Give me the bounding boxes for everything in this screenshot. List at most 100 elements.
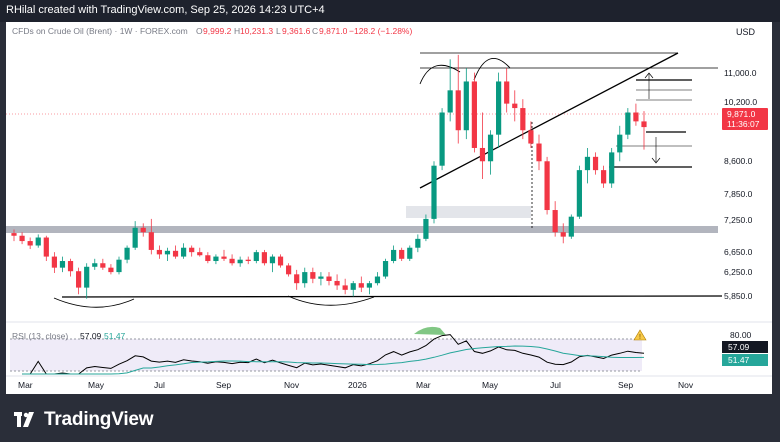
candle-body bbox=[463, 81, 469, 131]
candle-body bbox=[334, 280, 340, 286]
candle-body bbox=[140, 227, 146, 233]
candle-body bbox=[11, 233, 17, 236]
candle-body bbox=[382, 261, 389, 277]
tradingview-logo-icon bbox=[14, 412, 34, 427]
time-label: Mar bbox=[18, 380, 33, 390]
candle-body bbox=[51, 256, 57, 268]
time-label: Jul bbox=[154, 380, 165, 390]
candle-body bbox=[35, 237, 41, 246]
rsi-label: RSI (13, close) bbox=[12, 331, 68, 341]
candle-body bbox=[302, 272, 308, 284]
svg-text:!: ! bbox=[639, 334, 641, 341]
candle-body bbox=[132, 227, 138, 248]
chart-area[interactable]: ! CFDs on Crude Oil (Brent) · 1W · FOREX… bbox=[6, 22, 772, 394]
legend-h-value: 10,231.3 bbox=[240, 26, 273, 36]
price-label: 10,200.0 bbox=[724, 97, 757, 107]
time-label: Mar bbox=[416, 380, 431, 390]
legend-c-label: C bbox=[312, 26, 318, 36]
warning-icon[interactable]: ! bbox=[633, 329, 647, 341]
candle-body bbox=[100, 263, 106, 268]
legend-c-value: 9,871.0 bbox=[319, 26, 348, 36]
arc-top-2 bbox=[473, 57, 511, 81]
rsi-ma-axis: 51.47 bbox=[728, 355, 750, 365]
candle-body bbox=[237, 259, 243, 264]
candle-body bbox=[253, 252, 259, 262]
legend-l-value: 9,361.6 bbox=[282, 26, 311, 36]
candle-body bbox=[156, 249, 162, 255]
rsi-ma-badge bbox=[722, 354, 768, 366]
candle-body bbox=[172, 250, 179, 257]
brand[interactable]: TradingView bbox=[14, 409, 154, 431]
rising-trendline[interactable] bbox=[419, 52, 679, 189]
candle-body bbox=[116, 259, 122, 273]
candle-body bbox=[205, 255, 211, 262]
candle-body bbox=[358, 283, 364, 288]
up-arrow-head bbox=[644, 72, 654, 79]
rsi-value-badge bbox=[722, 341, 768, 353]
candle-body bbox=[552, 210, 558, 233]
candle-body bbox=[633, 112, 639, 122]
candle-body bbox=[641, 121, 647, 128]
price-label: 11,000.0 bbox=[724, 68, 757, 78]
gap-zone[interactable] bbox=[406, 206, 531, 218]
candle-body bbox=[326, 276, 332, 281]
candle-body bbox=[617, 134, 623, 153]
candle-body bbox=[124, 247, 130, 260]
rsi-level-label: 80.00 bbox=[730, 330, 752, 340]
brand-name: TradingView bbox=[44, 409, 154, 430]
candle-body bbox=[197, 252, 203, 256]
price-label: 8,600.0 bbox=[724, 156, 753, 166]
candle-body bbox=[415, 238, 421, 248]
time-label: May bbox=[88, 380, 105, 390]
price-label: 7,250.0 bbox=[724, 215, 753, 225]
candle-body bbox=[310, 272, 316, 279]
candle-body bbox=[189, 247, 195, 253]
candle-body bbox=[366, 283, 372, 288]
candle-body bbox=[568, 216, 574, 237]
candle-body bbox=[350, 283, 356, 290]
last-price-badge bbox=[722, 108, 768, 130]
candle-body bbox=[108, 267, 114, 273]
last-price-value: 9,871.0 bbox=[727, 109, 756, 119]
legend-change: −128.2 (−1.28%) bbox=[349, 26, 412, 36]
candle-body bbox=[431, 165, 437, 219]
candle-body bbox=[76, 271, 82, 288]
candle-body bbox=[584, 156, 591, 171]
candle-body bbox=[496, 81, 502, 135]
currency-label[interactable]: USD bbox=[736, 27, 756, 37]
candle-body bbox=[374, 276, 381, 284]
candles-group bbox=[11, 54, 647, 299]
candle-body bbox=[269, 256, 276, 264]
time-label: Nov bbox=[284, 380, 300, 390]
candle-body bbox=[471, 81, 477, 148]
arc-bottom-1 bbox=[53, 297, 135, 308]
legend-h-label: H bbox=[234, 26, 240, 36]
countdown: 11:36:07 bbox=[727, 119, 760, 129]
candle-body bbox=[439, 112, 445, 166]
rsi-ma-legend: 51.47 bbox=[104, 331, 126, 341]
candle-body bbox=[536, 143, 542, 162]
candle-body bbox=[407, 247, 413, 259]
candle-body bbox=[318, 276, 324, 279]
candle-body bbox=[528, 130, 534, 144]
rsi-band bbox=[10, 339, 642, 371]
chart-svg[interactable]: ! CFDs on Crude Oil (Brent) · 1W · FOREX… bbox=[6, 22, 772, 394]
price-label: 7,850.0 bbox=[724, 189, 753, 199]
price-label: 6,650.0 bbox=[724, 247, 753, 257]
candle-body bbox=[181, 247, 187, 257]
candle-body bbox=[391, 249, 397, 262]
price-label: 5,850.0 bbox=[724, 291, 753, 301]
time-label: Nov bbox=[678, 380, 694, 390]
rsi-value-axis: 57.09 bbox=[728, 342, 750, 352]
time-label: Sep bbox=[216, 380, 231, 390]
time-label: Jul bbox=[550, 380, 561, 390]
time-label: Sep bbox=[618, 380, 633, 390]
base-support-line[interactable] bbox=[61, 295, 723, 298]
candle-body bbox=[92, 263, 98, 267]
candle-body bbox=[245, 259, 251, 262]
candle-body bbox=[560, 232, 566, 237]
candle-body bbox=[601, 170, 607, 184]
support-zone[interactable] bbox=[6, 226, 718, 233]
price-label: 6,250.0 bbox=[724, 267, 753, 277]
candle-body bbox=[261, 252, 267, 264]
